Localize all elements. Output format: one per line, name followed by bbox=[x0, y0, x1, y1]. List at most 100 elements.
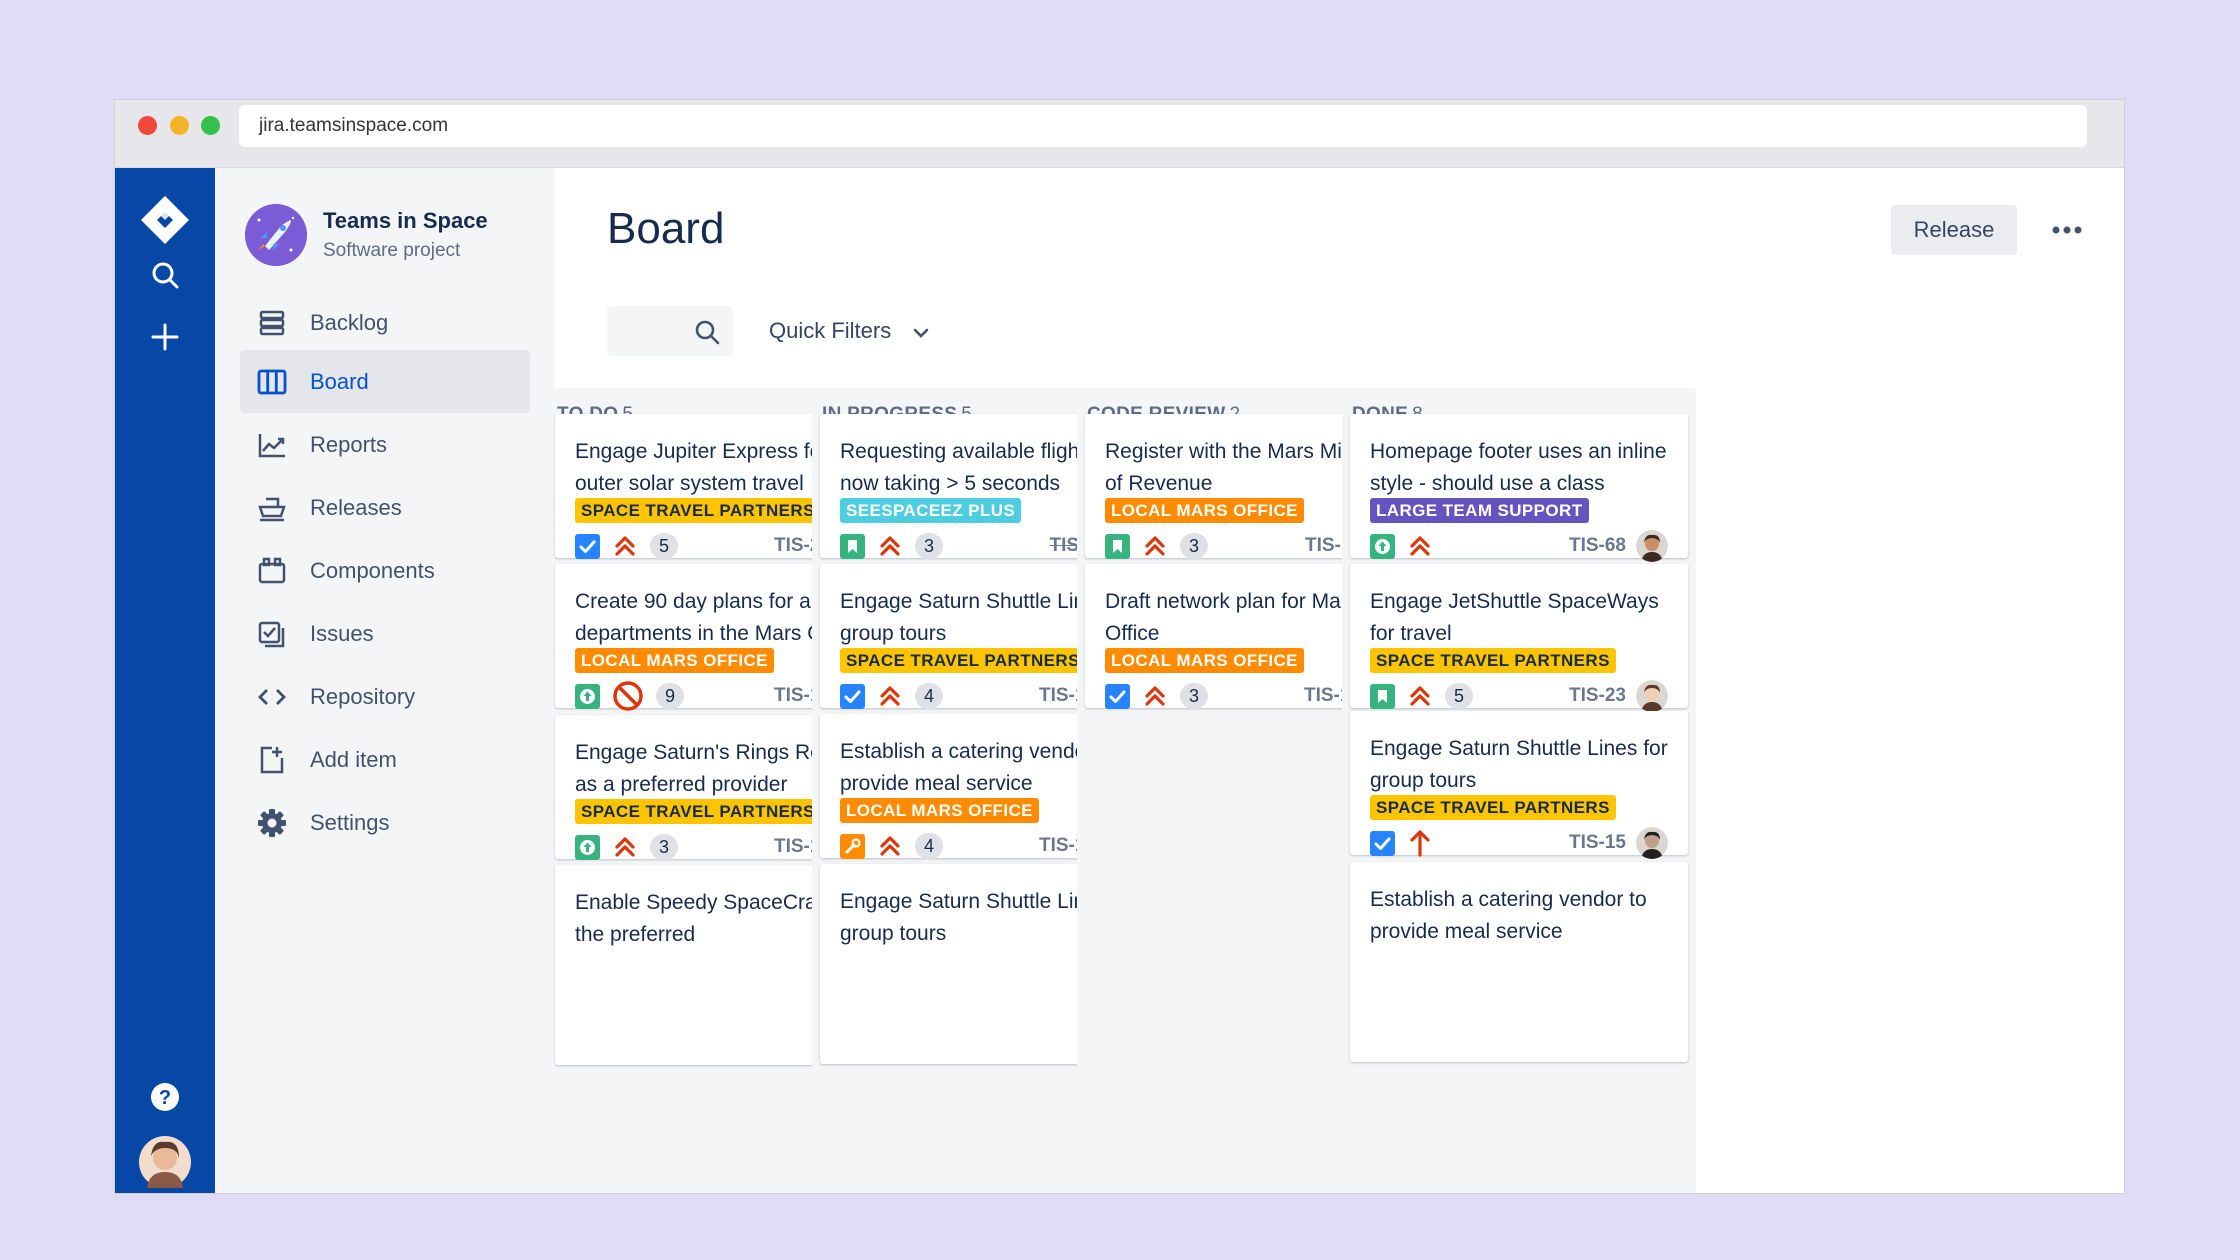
priority-highest-icon bbox=[877, 833, 903, 859]
story-points-badge: 3 bbox=[650, 834, 678, 860]
sidebar-item-label: Repository bbox=[310, 683, 416, 709]
story-points-badge: 3 bbox=[1180, 683, 1208, 709]
story-points-badge: 4 bbox=[915, 833, 943, 859]
epic-label[interactable]: SPACE TRAVEL PARTNERS bbox=[575, 498, 821, 523]
project-sidebar: Teams in Space Software project Backlog … bbox=[215, 168, 555, 1193]
priority-highest-icon bbox=[612, 533, 638, 559]
address-bar[interactable]: jira.teamsinspace.com bbox=[239, 105, 2087, 147]
svg-text:?: ? bbox=[159, 1087, 171, 1109]
card-footer: 5 TIS-23 bbox=[1370, 680, 1668, 712]
epic-label[interactable]: LARGE TEAM SUPPORT bbox=[1370, 498, 1589, 523]
sidebar-item-backlog[interactable]: Backlog bbox=[240, 291, 530, 354]
issue-key[interactable]: TIS-23 bbox=[1568, 685, 1626, 706]
improvement-icon bbox=[575, 683, 600, 709]
jira-logo-icon[interactable] bbox=[139, 194, 191, 246]
epic-label[interactable]: LOCAL MARS OFFICE bbox=[575, 648, 774, 673]
sidebar-item-repository[interactable]: Repository bbox=[240, 665, 530, 728]
browser-chrome: jira.teamsinspace.com bbox=[115, 100, 2124, 168]
issue-card[interactable]: Establish a catering vendor to provide m… bbox=[1350, 862, 1688, 1062]
priority-highest-icon bbox=[877, 683, 903, 709]
epic-label[interactable]: SPACE TRAVEL PARTNERS bbox=[575, 799, 821, 824]
sidebar-item-label: Add item bbox=[310, 746, 397, 772]
issue-summary: Requesting available flights is now taki… bbox=[840, 440, 1117, 495]
project-type: Software project bbox=[323, 240, 461, 261]
issue-key[interactable]: TIS-15 bbox=[1568, 832, 1626, 853]
more-options-button[interactable] bbox=[2039, 205, 2095, 255]
issue-summary: Engage Saturn Shuttle Lines for group to… bbox=[1370, 737, 1668, 792]
priority-highest-icon bbox=[1407, 533, 1433, 559]
maximize-window-button[interactable] bbox=[201, 116, 220, 135]
issue-summary: Homepage footer uses an inline style - s… bbox=[1370, 440, 1667, 495]
issue-summary: Engage Jupiter Express for outer solar s… bbox=[575, 440, 829, 495]
improvement-icon bbox=[575, 834, 600, 860]
task-icon bbox=[1105, 683, 1130, 709]
card-footer: TIS-68 bbox=[1370, 530, 1668, 562]
sidebar-item-add-item[interactable]: Add item bbox=[240, 728, 530, 791]
story-points-badge: 5 bbox=[1445, 683, 1473, 709]
story-points-badge: 9 bbox=[656, 683, 684, 709]
story-icon bbox=[1370, 683, 1395, 709]
user-avatar[interactable] bbox=[139, 1136, 191, 1188]
priority-high-icon bbox=[1407, 828, 1433, 858]
quick-filters-dropdown[interactable]: Quick Filters bbox=[769, 306, 929, 356]
issue-card[interactable]: Engage JetShuttle SpaceWays for travel SP… bbox=[1350, 564, 1688, 712]
sidebar-item-issues[interactable]: Issues bbox=[240, 602, 530, 665]
issue-summary: Draft network plan for Mars Office bbox=[1105, 590, 1359, 645]
board-main: Board Release Quick Filters TO DO5Engage… bbox=[547, 168, 2124, 1193]
issue-summary: Engage Saturn Shuttle Lines for group to… bbox=[840, 890, 1138, 945]
issue-summary: Create 90 day plans for all departments … bbox=[575, 590, 862, 645]
sidebar-item-label: Components bbox=[310, 557, 435, 583]
assignee-avatar[interactable] bbox=[1636, 827, 1668, 859]
epic-label[interactable]: SEESPACEEZ PLUS bbox=[840, 498, 1022, 523]
issue-summary: Register with the Mars Ministry of Reven… bbox=[1105, 440, 1393, 495]
sidebar-item-releases[interactable]: Releases bbox=[240, 476, 530, 539]
issue-card[interactable]: Homepage footer uses an inline style - s… bbox=[1350, 414, 1688, 562]
priority-highest-icon bbox=[1407, 683, 1433, 709]
help-icon[interactable]: ? bbox=[149, 1081, 181, 1113]
board-search-input[interactable] bbox=[607, 306, 733, 356]
issue-key[interactable]: TIS-68 bbox=[1568, 535, 1626, 556]
minimize-window-button[interactable] bbox=[170, 116, 189, 135]
issue-card[interactable]: Engage Saturn Shuttle Lines for group to… bbox=[1350, 711, 1688, 859]
task-icon bbox=[1370, 830, 1395, 856]
epic-label[interactable]: SPACE TRAVEL PARTNERS bbox=[1370, 648, 1616, 673]
reports-chart-icon bbox=[252, 430, 292, 460]
priority-highest-icon bbox=[1142, 683, 1168, 709]
sidebar-item-board[interactable]: Board bbox=[240, 350, 530, 413]
assignee-avatar[interactable] bbox=[1636, 530, 1668, 562]
project-avatar-rocket-icon[interactable] bbox=[245, 204, 307, 266]
create-plus-icon[interactable] bbox=[150, 322, 180, 352]
sidebar-item-reports[interactable]: Reports bbox=[240, 413, 530, 476]
close-window-button[interactable] bbox=[138, 116, 157, 135]
epic-label[interactable]: SPACE TRAVEL PARTNERS bbox=[1370, 795, 1616, 820]
sidebar-item-label: Board bbox=[310, 368, 369, 394]
search-icon[interactable] bbox=[150, 260, 180, 290]
epic-label[interactable]: LOCAL MARS OFFICE bbox=[1105, 498, 1304, 523]
epic-label[interactable]: SPACE TRAVEL PARTNERS bbox=[840, 648, 1086, 673]
story-icon bbox=[840, 533, 865, 559]
issue-summary: Engage Saturn's Rings Resort as a prefer… bbox=[575, 741, 857, 796]
card-footer: TIS-15 bbox=[1370, 827, 1668, 859]
project-name[interactable]: Teams in Space bbox=[323, 208, 488, 233]
sidebar-item-components[interactable]: Components bbox=[240, 539, 530, 602]
epic-label[interactable]: LOCAL MARS OFFICE bbox=[840, 798, 1039, 823]
code-brackets-icon bbox=[252, 682, 292, 712]
board-icon bbox=[252, 367, 292, 397]
page-title: Board bbox=[607, 204, 725, 253]
add-item-icon bbox=[252, 744, 292, 776]
ellipsis-icon bbox=[2052, 226, 2082, 234]
epic-label[interactable]: LOCAL MARS OFFICE bbox=[1105, 648, 1304, 673]
release-button[interactable]: Release bbox=[1891, 205, 2017, 255]
backlog-icon bbox=[252, 308, 292, 338]
quick-filters-label: Quick Filters bbox=[769, 318, 892, 343]
board-column: DONE8Homepage footer uses an inline styl… bbox=[1342, 388, 1696, 1193]
sidebar-item-settings[interactable]: Settings bbox=[240, 791, 530, 854]
chevron-down-icon bbox=[913, 318, 929, 344]
sidebar-item-label: Reports bbox=[310, 431, 388, 457]
assignee-avatar[interactable] bbox=[1636, 680, 1668, 712]
gear-icon bbox=[252, 807, 292, 839]
sidebar-item-label: Issues bbox=[310, 620, 374, 646]
story-points-badge: 4 bbox=[915, 683, 943, 709]
priority-highest-icon bbox=[612, 834, 638, 860]
blocker-icon bbox=[612, 680, 644, 712]
